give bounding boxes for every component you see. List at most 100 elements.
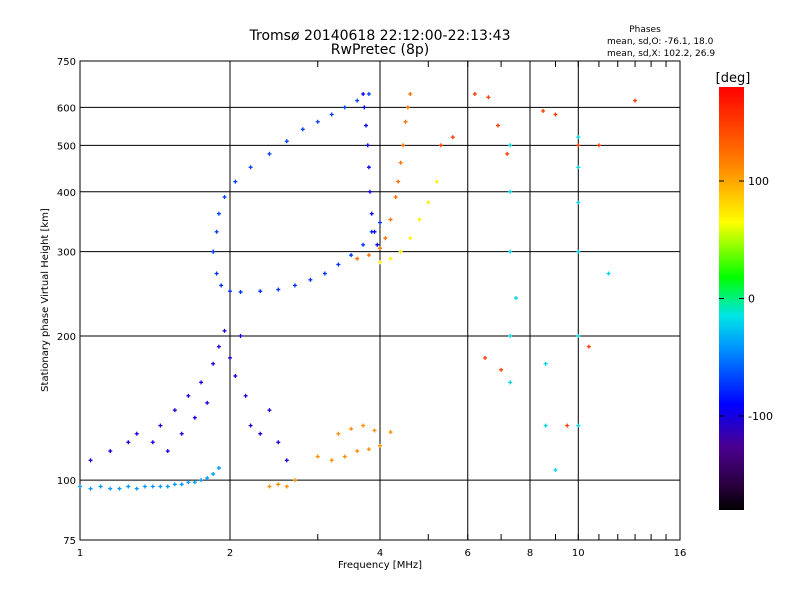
data-point	[508, 380, 513, 385]
data-point	[349, 253, 354, 258]
data-point	[361, 91, 366, 96]
data-point	[355, 256, 360, 261]
data-point	[543, 423, 548, 428]
y-axis-label: Stationary phase Virtual Height [km]	[40, 208, 51, 392]
data-point	[142, 484, 147, 489]
data-point	[228, 289, 232, 294]
data-point	[405, 105, 410, 110]
x-tick-label: 6	[465, 548, 471, 559]
colorbar-tick-label: -100	[748, 410, 773, 423]
data-point	[300, 127, 305, 132]
data-point	[205, 476, 210, 481]
x-tick-label: 4	[377, 548, 383, 559]
data-point	[596, 143, 601, 148]
data-point	[267, 408, 272, 413]
data-point	[126, 440, 131, 445]
data-point	[378, 260, 382, 265]
x-tick-label: 8	[527, 548, 533, 559]
x-tick-label: 10	[572, 548, 585, 559]
data-point	[372, 229, 377, 234]
data-point	[199, 478, 204, 483]
data-point	[233, 373, 238, 378]
data-point	[276, 482, 281, 487]
data-point	[322, 271, 327, 276]
data-point	[565, 423, 570, 428]
data-point	[98, 484, 103, 489]
data-point	[258, 289, 263, 294]
data-point	[150, 440, 155, 445]
data-point	[329, 458, 334, 463]
data-point	[308, 277, 313, 282]
y-tick-label: 750	[57, 57, 76, 68]
data-point	[438, 143, 443, 148]
data-point	[355, 449, 360, 454]
data-point	[211, 361, 216, 366]
data-point	[393, 195, 398, 200]
data-point	[483, 355, 488, 360]
data-point	[401, 143, 406, 148]
data-point	[216, 344, 221, 349]
y-tick-label: 400	[57, 188, 76, 199]
data-point	[78, 484, 82, 489]
y-tick-labels: 75 100 200 300 400 500 600 750	[57, 57, 76, 547]
data-point	[505, 151, 510, 156]
data-point	[205, 400, 210, 405]
data-point	[383, 236, 388, 241]
data-point	[336, 262, 341, 267]
data-point	[158, 423, 163, 428]
data-point	[366, 253, 371, 258]
data-point	[243, 393, 248, 398]
data-point	[134, 431, 139, 436]
data-point	[172, 482, 177, 487]
chart-subtitle: RwPretec (8p)	[331, 42, 429, 58]
data-point	[238, 333, 243, 338]
data-point	[368, 189, 373, 194]
data-point	[378, 220, 382, 225]
data-point	[88, 486, 93, 491]
data-point	[276, 287, 281, 292]
data-point	[158, 484, 163, 489]
data-point	[192, 415, 197, 420]
data-point	[378, 443, 382, 448]
data-point	[472, 91, 477, 96]
data-point	[165, 449, 170, 454]
data-point	[508, 333, 513, 338]
data-point	[199, 380, 204, 385]
data-point	[117, 486, 122, 491]
data-point	[276, 440, 281, 445]
data-point	[284, 139, 289, 144]
data-point	[258, 431, 263, 436]
data-point	[228, 355, 232, 360]
data-point	[378, 246, 382, 251]
data-point	[417, 217, 422, 222]
data-point	[576, 135, 581, 140]
data-point	[214, 229, 219, 234]
data-point	[508, 189, 513, 194]
data-point	[216, 211, 221, 216]
data-point	[388, 256, 393, 261]
data-point	[396, 179, 401, 184]
data-point	[361, 423, 366, 428]
data-point	[214, 271, 219, 276]
data-point	[292, 478, 297, 483]
phase-info-x: mean, sd,X: 102.2, 26.9	[607, 49, 715, 59]
y-tick-label: 100	[57, 476, 76, 487]
data-point	[403, 119, 408, 124]
data-point	[248, 423, 253, 428]
data-point	[486, 95, 491, 100]
x-tick-label: 16	[674, 548, 687, 559]
data-point	[553, 468, 558, 473]
colorbar-tick-label: 100	[748, 175, 769, 188]
data-point	[179, 482, 184, 487]
data-point	[450, 135, 455, 140]
data-point	[292, 283, 297, 288]
data-point	[514, 296, 519, 301]
data-point	[364, 123, 369, 128]
data-point	[543, 361, 548, 366]
phase-info-heading: Phases	[629, 25, 661, 35]
data-point	[372, 428, 377, 433]
data-point	[336, 431, 341, 436]
data-point	[434, 179, 439, 184]
data-point	[150, 484, 155, 489]
data-point	[233, 179, 238, 184]
